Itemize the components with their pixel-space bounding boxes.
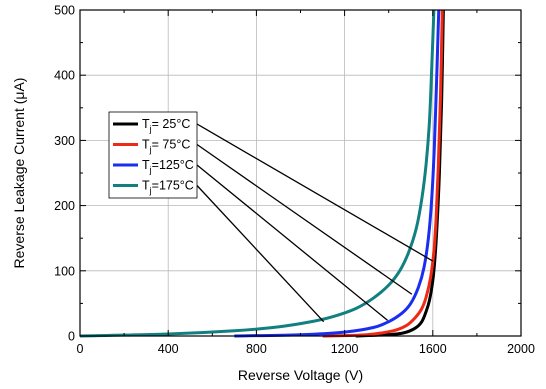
pointer-line-1 xyxy=(196,143,413,295)
axis-ticks xyxy=(79,9,522,337)
y-axis-title: Reverse Leakage Current (μA) xyxy=(11,78,27,269)
legend-pointer-lines xyxy=(196,123,434,323)
y-tick-label: 200 xyxy=(54,199,75,213)
legend-label-3: Tj=175°C xyxy=(142,179,194,196)
axis-tick-labels: 0 400 800 1200 1600 2000 0 100 200 300 400 500 xyxy=(54,4,535,357)
series-line-2 xyxy=(234,9,441,338)
y-tick-label: 100 xyxy=(54,264,75,278)
legend-label-1: Tj= 75°C xyxy=(142,138,190,155)
legend-label-0: Tj= 25°C xyxy=(142,117,190,134)
series-line-1 xyxy=(322,9,444,338)
y-tick-label: 500 xyxy=(54,4,75,18)
x-tick-label: 400 xyxy=(158,342,179,356)
y-tick-label: 0 xyxy=(68,330,75,344)
series-line-0 xyxy=(355,9,445,338)
y-tick-label: 300 xyxy=(54,134,75,148)
pointer-line-0 xyxy=(196,123,434,262)
x-tick-label: 0 xyxy=(77,342,84,356)
legend: Tj= 25°C Tj= 75°C Tj=125°C Tj=175°C xyxy=(108,111,198,199)
y-tick-label: 400 xyxy=(54,69,75,83)
legend-box xyxy=(108,111,198,199)
x-tick-label: 800 xyxy=(246,342,267,356)
x-tick-label: 2000 xyxy=(507,342,535,356)
pointer-line-3 xyxy=(196,185,325,323)
legend-label-2: Tj=125°C xyxy=(142,158,194,175)
x-axis-title: Reverse Voltage (V) xyxy=(238,367,363,383)
series-curves xyxy=(79,9,445,338)
legend-items: Tj= 25°C Tj= 75°C Tj=125°C Tj=175°C xyxy=(113,117,194,196)
x-tick-label: 1200 xyxy=(331,342,359,356)
pointer-line-2 xyxy=(196,164,389,321)
series-line-3 xyxy=(79,9,436,338)
x-tick-label: 1600 xyxy=(419,342,447,356)
